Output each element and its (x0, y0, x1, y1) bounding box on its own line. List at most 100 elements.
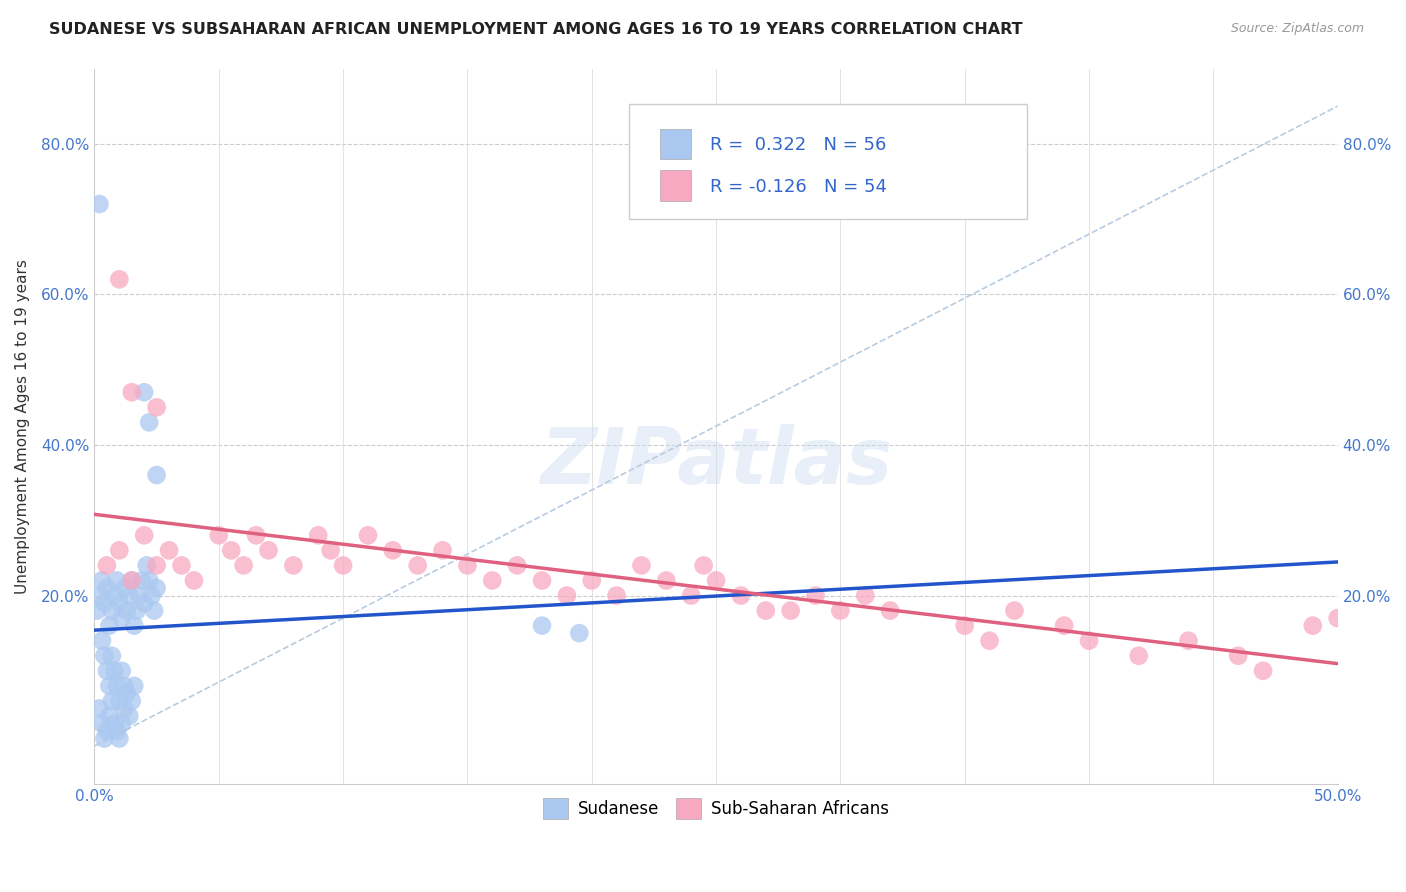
Point (456, 558, 478, 573)
Point (112, 701, 135, 715)
Legend: Sudanese, Sub-Saharan Africans: Sudanese, Sub-Saharan Africans (536, 792, 896, 825)
Point (103, 589, 125, 603)
Point (530, 574, 553, 588)
Point (704, 574, 727, 588)
Point (145, 401, 167, 415)
Point (108, 694, 131, 708)
Point (96, 558, 118, 573)
Point (101, 604, 124, 618)
FancyBboxPatch shape (659, 170, 692, 201)
Point (319, 543, 342, 558)
Point (979, 633, 1001, 648)
Point (98, 618, 121, 632)
Point (655, 574, 678, 588)
Point (755, 604, 778, 618)
Point (96, 724, 118, 739)
Point (481, 574, 503, 588)
Point (134, 528, 156, 542)
Point (89, 589, 111, 603)
Point (681, 589, 703, 603)
Point (121, 694, 143, 708)
Point (98, 709, 121, 723)
Point (112, 581, 135, 595)
Text: Source: ZipAtlas.com: Source: ZipAtlas.com (1230, 22, 1364, 36)
Point (89, 701, 111, 715)
Point (111, 716, 134, 731)
Point (332, 558, 354, 573)
Point (730, 589, 752, 603)
Point (103, 716, 125, 731)
Point (135, 558, 157, 573)
Point (138, 416, 160, 430)
Point (138, 574, 160, 588)
Point (122, 618, 145, 632)
Point (953, 618, 976, 632)
Point (90, 574, 112, 588)
Point (1078, 633, 1101, 648)
Point (111, 611, 134, 625)
Point (1251, 664, 1274, 678)
Point (1326, 611, 1348, 625)
Point (98, 679, 121, 693)
Point (555, 589, 578, 603)
Point (131, 574, 153, 588)
Point (568, 626, 591, 640)
Point (115, 604, 138, 618)
Point (406, 558, 429, 573)
Point (108, 731, 131, 746)
Point (115, 686, 138, 700)
Point (108, 272, 131, 286)
Point (90, 716, 112, 731)
Point (606, 589, 628, 603)
Text: R = -0.126   N = 54: R = -0.126 N = 54 (710, 178, 887, 195)
Point (157, 543, 180, 558)
Point (118, 589, 141, 603)
Point (257, 543, 280, 558)
Point (93, 596, 115, 610)
Point (145, 581, 167, 595)
Point (122, 679, 145, 693)
Point (96, 664, 118, 678)
Point (111, 664, 134, 678)
Point (121, 574, 143, 588)
Point (105, 724, 128, 739)
Point (86, 604, 108, 618)
Point (125, 604, 148, 618)
Point (381, 543, 404, 558)
Point (93, 731, 115, 746)
Point (232, 558, 254, 573)
Text: R =  0.322   N = 56: R = 0.322 N = 56 (710, 136, 886, 154)
Point (103, 664, 125, 678)
Point (432, 543, 454, 558)
FancyBboxPatch shape (659, 129, 692, 160)
Point (90, 633, 112, 648)
Point (307, 528, 329, 542)
Point (1227, 648, 1250, 663)
Point (506, 558, 529, 573)
Point (143, 604, 166, 618)
Point (121, 574, 143, 588)
Point (96, 581, 118, 595)
Point (121, 385, 143, 400)
Point (1128, 648, 1150, 663)
Point (1177, 633, 1199, 648)
Point (283, 558, 305, 573)
Point (145, 558, 167, 573)
Point (1302, 618, 1324, 632)
Point (208, 528, 231, 542)
Point (183, 574, 205, 588)
Point (170, 558, 193, 573)
Point (101, 648, 124, 663)
Point (1002, 604, 1025, 618)
FancyBboxPatch shape (628, 104, 1026, 219)
Text: SUDANESE VS SUBSAHARAN AFRICAN UNEMPLOYMENT AMONG AGES 16 TO 19 YEARS CORRELATIO: SUDANESE VS SUBSAHARAN AFRICAN UNEMPLOYM… (49, 22, 1022, 37)
Point (530, 618, 553, 632)
Point (134, 596, 156, 610)
Point (1053, 618, 1076, 632)
Point (245, 528, 267, 542)
Y-axis label: Unemployment Among Ages 16 to 19 years: Unemployment Among Ages 16 to 19 years (15, 259, 30, 593)
Point (830, 604, 852, 618)
Point (853, 589, 876, 603)
Point (581, 574, 603, 588)
Point (108, 596, 131, 610)
